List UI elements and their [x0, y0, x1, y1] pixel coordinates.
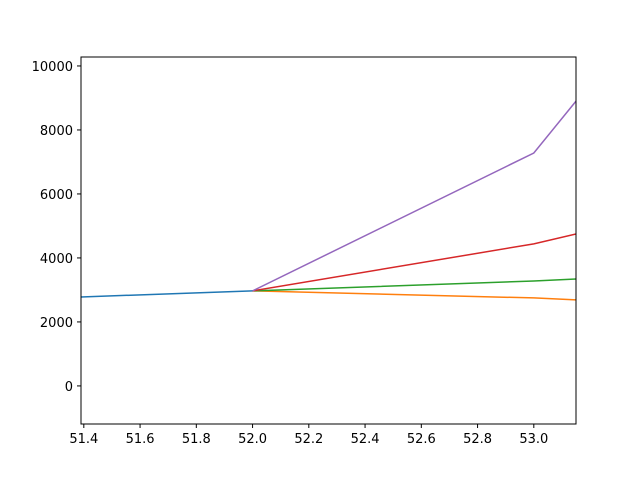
series-line	[252, 233, 576, 292]
y-tick-label: 8000	[40, 124, 73, 139]
axes-frame	[80, 56, 577, 425]
plot-area	[81, 100, 576, 301]
series-line	[252, 278, 576, 292]
y-tick-label: 4000	[40, 252, 73, 267]
series-line	[252, 100, 576, 292]
x-tick-label: 51.6	[126, 432, 155, 447]
y-tick-label: 6000	[40, 188, 73, 203]
y-tick-label: 10000	[32, 60, 73, 75]
x-tick-label: 52.2	[294, 432, 323, 447]
x-tick-label: 51.8	[182, 432, 211, 447]
y-tick-label: 0	[65, 380, 73, 395]
x-tick-label: 52.6	[407, 432, 436, 447]
y-tick-label: 2000	[40, 316, 73, 331]
x-tick-label: 52.8	[463, 432, 492, 447]
x-tick-label: 52.0	[238, 432, 267, 447]
x-tick-label: 53.0	[519, 432, 548, 447]
x-tick-label: 51.4	[69, 432, 98, 447]
series-line	[81, 290, 253, 298]
series-line	[252, 290, 576, 301]
x-tick-label: 52.4	[351, 432, 380, 447]
